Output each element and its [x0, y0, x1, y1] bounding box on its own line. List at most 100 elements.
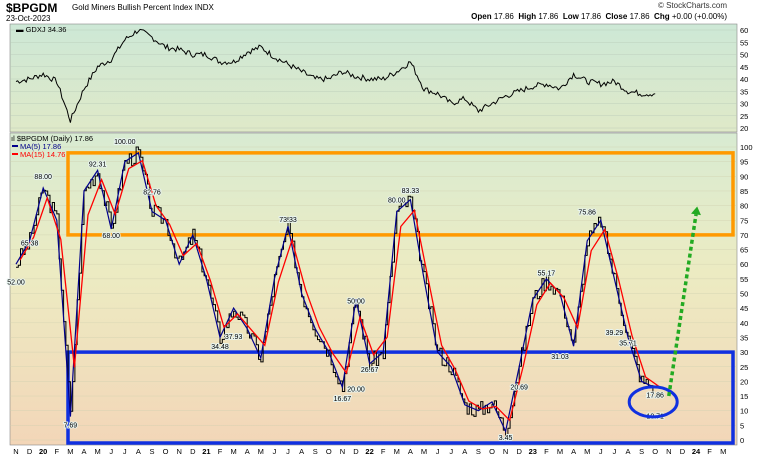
- legend-entry: MA(15) 14.76: [20, 150, 65, 159]
- exchange-label: INDX: [194, 3, 214, 12]
- gdxj-y-tick-label: 45: [740, 63, 748, 72]
- bpgdm-y-tick-label: 85: [740, 187, 748, 196]
- x-tick-label: S: [149, 447, 154, 456]
- point-label: 7.69: [64, 422, 78, 429]
- gdxj-y-tick-label: 60: [740, 26, 748, 35]
- x-tick-label: D: [27, 447, 33, 456]
- point-label: 34.48: [211, 344, 229, 351]
- point-label: 92.31: [89, 162, 107, 169]
- recent-low-circle: [627, 385, 679, 419]
- index-name: Gold Miners Bullish Percent Index INDX: [72, 3, 214, 12]
- oversold-zone-box: [66, 350, 735, 445]
- bpgdm-title: ıl $BPGDM (Daily) 17.86: [11, 134, 93, 143]
- bpgdm-y-tick-label: 80: [740, 202, 748, 211]
- x-tick-label: N: [666, 447, 671, 456]
- bpgdm-y-tick-label: 35: [740, 333, 748, 342]
- bpgdm-y-tick-label: 75: [740, 216, 748, 225]
- gdxj-panel: 20 25 30 35 40 45 50 55 60 ▬ GDXJ 34.36: [9, 23, 748, 133]
- x-tick-label: A: [408, 447, 413, 456]
- x-tick-label: 22: [365, 447, 373, 456]
- bpgdm-y-tick-label: 30: [740, 348, 748, 357]
- bpgdm-y-tick-label: 90: [740, 172, 748, 181]
- open-value: 17.86: [493, 12, 514, 21]
- ma15-line: [19, 159, 660, 422]
- point-label: 88.00: [34, 174, 52, 181]
- bpgdm-y-tick-label: 60: [740, 260, 748, 269]
- x-tick-label: F: [218, 447, 223, 456]
- point-label: 35.71: [619, 340, 637, 347]
- gdxj-y-tick-label: 20: [740, 124, 748, 133]
- gdxj-legend: ▬ GDXJ 34.36: [16, 25, 66, 34]
- point-label: 55.17: [538, 270, 556, 277]
- legend-swatch: [12, 153, 18, 155]
- bpgdm-y-tick-label: 15: [740, 392, 748, 401]
- bpgdm-y-tick-label: 45: [740, 304, 748, 313]
- x-tick-label: M: [394, 447, 400, 456]
- high-label: High: [518, 12, 537, 21]
- open-label: Open: [471, 12, 492, 21]
- bpgdm-y-tick-label: 100: [740, 143, 753, 152]
- bpgdm-y-tick-label: 65: [740, 246, 748, 255]
- x-tick-label: N: [13, 447, 18, 456]
- chg-label: Chg: [654, 12, 670, 21]
- x-tick-label: O: [326, 447, 332, 456]
- x-tick-label: M: [720, 447, 726, 456]
- bpgdm-y-tick-label: 70: [740, 231, 748, 240]
- chart-header: $BPGDM Gold Miners Bullish Percent Index…: [0, 0, 765, 24]
- x-tick-label: A: [299, 447, 304, 456]
- point-label: 16.67: [334, 396, 352, 403]
- quote-line: Open 17.86 High 17.86 Low 17.86 Close 17…: [471, 12, 727, 21]
- x-tick-label: A: [81, 447, 86, 456]
- chart-date: 23-Oct-2023: [6, 14, 51, 23]
- bpgdm-panel: 0 5 10 15 20 25 30 35 40 45 50 55 60 65 70 75 80 85 90 95 10…: [6, 132, 753, 446]
- gdxj-y-tick-label: 50: [740, 51, 748, 60]
- point-label: 68.00: [102, 233, 120, 240]
- x-tick-label: S: [476, 447, 481, 456]
- x-tick-label: N: [176, 447, 181, 456]
- bpgdm-y-tick-label: 25: [740, 363, 748, 372]
- bpgdm-price-line: [16, 146, 654, 437]
- x-tick-label: J: [436, 447, 440, 456]
- point-label: 20.00: [347, 386, 365, 393]
- x-tick-label: F: [55, 447, 60, 456]
- x-tick-label: J: [599, 447, 603, 456]
- credit-label: © StockCharts.com: [657, 1, 727, 10]
- bpgdm-y-tick-label: 40: [740, 319, 748, 328]
- x-tick-label: A: [462, 447, 467, 456]
- x-tick-label: O: [652, 447, 658, 456]
- x-tick-label: F: [707, 447, 712, 456]
- point-label: 37.93: [225, 334, 243, 341]
- point-label: 82.76: [143, 190, 161, 197]
- gdxj-y-tick-label: 40: [740, 75, 748, 84]
- x-tick-label: S: [639, 447, 644, 456]
- point-label: 31.03: [551, 354, 569, 361]
- x-tick-label: S: [313, 447, 318, 456]
- point-label: 100.00: [114, 139, 136, 146]
- x-tick-label: M: [230, 447, 236, 456]
- bpgdm-y-tick-label: 95: [740, 158, 748, 167]
- low-label: Low: [562, 12, 579, 21]
- point-label: 20.69: [510, 384, 528, 391]
- x-tick-label: A: [245, 447, 250, 456]
- x-tick-label: A: [625, 447, 630, 456]
- x-tick-label: O: [489, 447, 495, 456]
- x-tick-label: N: [340, 447, 345, 456]
- x-tick-label: O: [163, 447, 169, 456]
- point-label: 50.00: [347, 299, 365, 306]
- x-tick-label: J: [109, 447, 113, 456]
- x-tick-label: M: [421, 447, 427, 456]
- point-label: 73.33: [279, 217, 297, 224]
- x-tick-label: J: [613, 447, 617, 456]
- bpgdm-y-tick-label: 20: [740, 377, 748, 386]
- gdxj-background: [9, 23, 738, 133]
- chg-value: +0.00 (+0.00%): [671, 12, 727, 21]
- point-label: 52.00: [7, 280, 25, 287]
- bpgdm-background: [9, 132, 738, 446]
- x-tick-label: A: [571, 447, 576, 456]
- x-tick-label: J: [273, 447, 277, 456]
- x-axis: N D 20 F M A M J J A S O N D 21 F M A M J J A S O N D 22 F M A M J J A S O N…: [13, 447, 726, 456]
- bpgdm-y-tick-label: 55: [740, 275, 748, 284]
- x-tick-label: 21: [202, 447, 210, 456]
- gdxj-y-tick-label: 25: [740, 112, 748, 121]
